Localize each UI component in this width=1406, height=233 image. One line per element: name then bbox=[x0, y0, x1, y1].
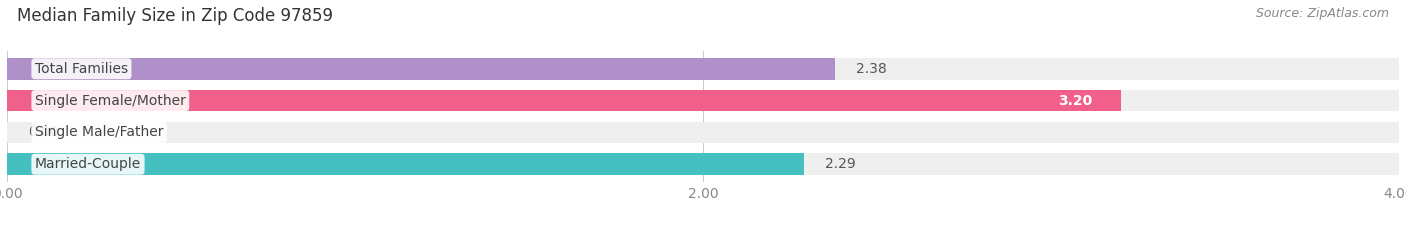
Text: Single Female/Mother: Single Female/Mother bbox=[35, 94, 186, 108]
Text: Married-Couple: Married-Couple bbox=[35, 157, 141, 171]
Bar bbox=[7, 153, 1399, 175]
Text: 2.38: 2.38 bbox=[856, 62, 887, 76]
Bar bbox=[7, 58, 835, 80]
Bar bbox=[7, 153, 804, 175]
Text: 3.20: 3.20 bbox=[1059, 94, 1092, 108]
Text: Single Male/Father: Single Male/Father bbox=[35, 125, 163, 139]
Bar bbox=[7, 58, 1399, 80]
Bar bbox=[7, 90, 1399, 111]
Text: 0.00: 0.00 bbox=[28, 125, 59, 139]
Text: Total Families: Total Families bbox=[35, 62, 128, 76]
Bar bbox=[7, 90, 1121, 111]
Text: Source: ZipAtlas.com: Source: ZipAtlas.com bbox=[1256, 7, 1389, 20]
Bar bbox=[7, 122, 1399, 143]
Text: 2.29: 2.29 bbox=[825, 157, 855, 171]
Text: Median Family Size in Zip Code 97859: Median Family Size in Zip Code 97859 bbox=[17, 7, 333, 25]
